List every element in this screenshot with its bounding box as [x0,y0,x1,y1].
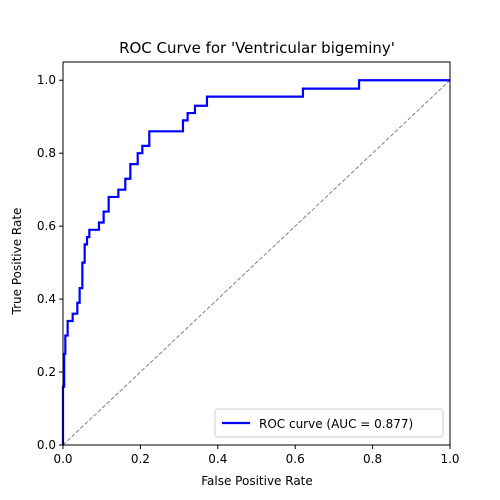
y-tick-label: 0.2 [37,365,56,379]
chart-title: ROC Curve for 'Ventricular bigeminy' [119,39,395,57]
y-tick-label: 0.6 [37,219,56,233]
legend-box [214,408,444,438]
x-tick-label: 0.6 [286,452,305,466]
roc-curve-line [61,79,450,445]
x-tick-label: 0.2 [131,452,150,466]
y-tick-label: 0.4 [37,292,56,306]
axis-ticks: 0.0 0.2 0.4 0.6 0.8 1.0 0.0 0.2 0.4 0.6 0.8 1.0 [37,73,460,466]
y-tick-label: 0.8 [37,146,56,160]
plot-area [61,61,451,446]
y-tick-label: 0.0 [37,438,56,452]
x-axis-label: False Positive Rate [201,474,313,488]
x-tick-label: 0.8 [363,452,382,466]
legend: ROC curve (AUC = 0.877) [214,408,444,438]
axes-frame [62,61,451,446]
y-tick-label: 1.0 [37,73,56,87]
chance-diagonal-line [62,79,451,446]
x-tick-label: 0.0 [53,452,72,466]
x-tick-label: 1.0 [440,452,459,466]
legend-label: ROC curve (AUC = 0.877) [259,417,413,431]
x-tick-label: 0.4 [208,452,227,466]
y-axis-label: True Positive Rate [10,208,24,316]
